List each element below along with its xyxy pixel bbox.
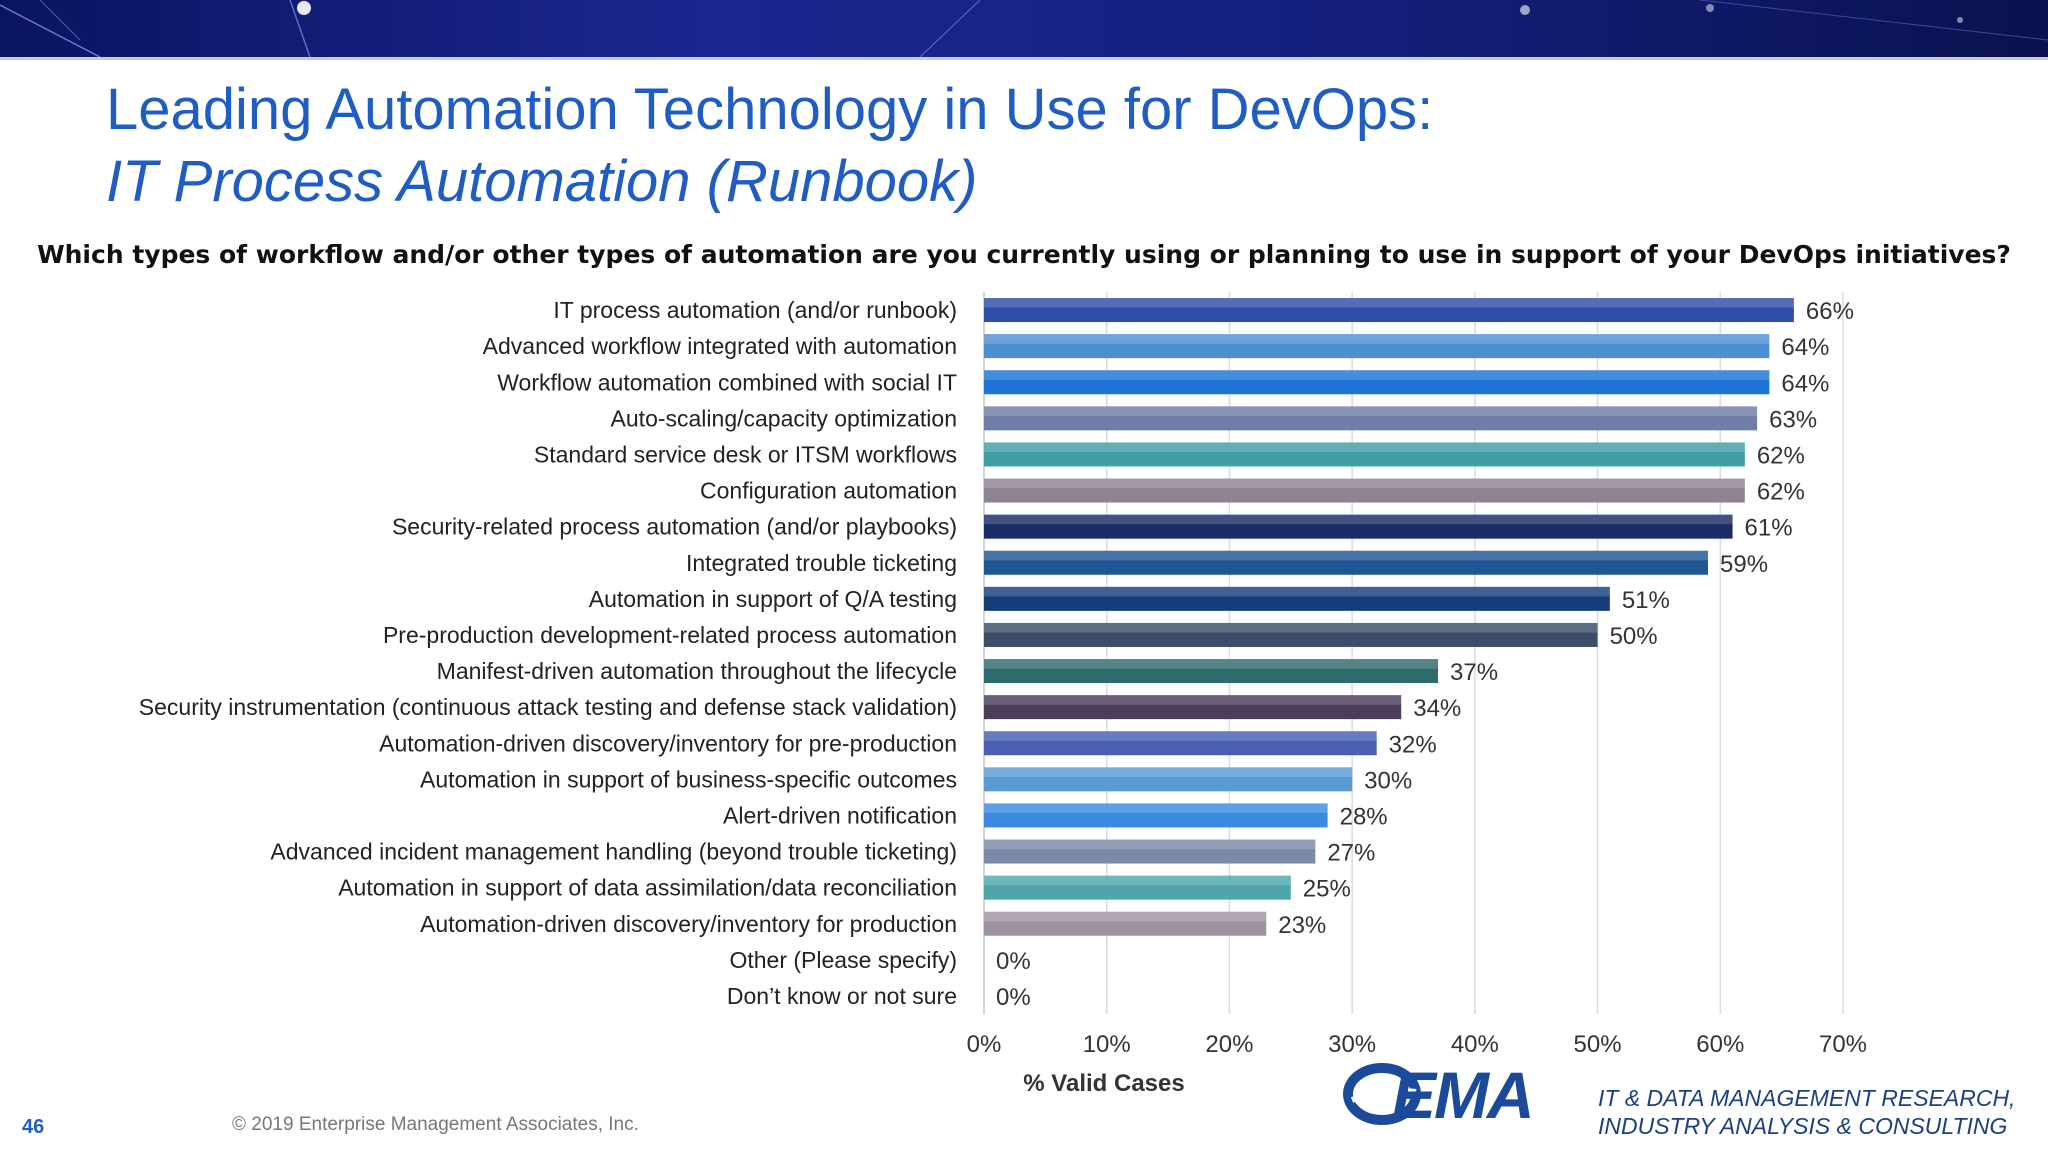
data-label: 0% (996, 984, 1031, 1011)
data-label: 64% (1781, 334, 1829, 361)
bar-highlight (984, 478, 1745, 489)
category-label: Automation in support of business-specif… (420, 766, 957, 792)
data-label: 64% (1781, 370, 1829, 397)
category-label: Workflow automation combined with social… (497, 369, 957, 395)
page-number: 46 (22, 1116, 45, 1138)
data-label: 59% (1720, 551, 1768, 578)
bar (984, 586, 1610, 611)
bar-highlight (984, 514, 1733, 525)
category-label: Security-related process automation (and… (392, 514, 957, 540)
data-label: 62% (1757, 442, 1805, 469)
bar (984, 731, 1377, 756)
slide-title: Leading Automation Technology in Use for… (106, 77, 1434, 142)
bar (984, 514, 1733, 539)
bar (984, 550, 1709, 575)
survey-question: Which types of workflow and/or other typ… (37, 240, 2011, 269)
bar (984, 622, 1598, 647)
bar (984, 875, 1291, 900)
category-label: Automation in support of data assimilati… (338, 875, 957, 901)
bar-highlight (984, 767, 1353, 777)
bar (984, 695, 1402, 720)
network-graphic (0, 0, 2048, 57)
copyright-notice: © 2019 Enterprise Management Associates,… (232, 1114, 639, 1135)
bar (984, 406, 1758, 431)
tagline-line2: INDUSTRY ANALYSIS & CONSULTING (1598, 1113, 2008, 1139)
data-label: 63% (1769, 406, 1817, 433)
category-label: Standard service desk or ITSM workflows (534, 441, 957, 467)
x-tick-label: 40% (1451, 1031, 1499, 1058)
data-label: 32% (1389, 731, 1437, 758)
data-label: 0% (996, 948, 1031, 975)
data-label: 61% (1745, 515, 1793, 542)
bar-highlight (984, 370, 1770, 380)
bar-highlight (984, 911, 1267, 922)
data-label: 51% (1622, 587, 1670, 614)
banner-divider (0, 57, 2048, 60)
bar (984, 442, 1745, 467)
category-label: Advanced incident management handling (b… (270, 839, 957, 865)
category-label: Pre-production development-related proce… (383, 622, 957, 648)
category-label: Automation in support of Q/A testing (589, 586, 957, 612)
bar (984, 659, 1439, 684)
bar (984, 803, 1328, 828)
x-tick-label: 30% (1328, 1031, 1376, 1058)
x-tick-label: 70% (1819, 1031, 1867, 1058)
category-label: Don’t know or not sure (727, 983, 957, 1009)
x-axis-title: % Valid Cases (1023, 1070, 1184, 1097)
bar-highlight (984, 442, 1745, 453)
bar-highlight (984, 334, 1770, 344)
data-label: 34% (1413, 695, 1461, 722)
ema-logo-text: EMA (1392, 1058, 1535, 1132)
bar-highlight (984, 875, 1291, 886)
category-label: Automation-driven discovery/inventory fo… (420, 911, 957, 937)
bar (984, 370, 1770, 395)
x-tick-label: 50% (1574, 1031, 1622, 1058)
ema-logo-swoosh-icon (1343, 1063, 1421, 1125)
data-label: 25% (1303, 876, 1351, 903)
data-label: 37% (1450, 659, 1498, 686)
category-label: IT process automation (and/or runbook) (553, 297, 957, 323)
category-label: Security instrumentation (continuous att… (139, 694, 957, 720)
x-tick-label: 20% (1205, 1031, 1253, 1058)
header-banner (0, 0, 2048, 57)
category-label: Advanced workflow integrated with automa… (483, 333, 957, 359)
category-label: Configuration automation (700, 478, 957, 504)
tagline-line1: IT & DATA MANAGEMENT RESEARCH, (1598, 1085, 2016, 1111)
x-tick-label: 60% (1696, 1031, 1744, 1058)
bar (984, 478, 1745, 503)
bar-highlight (984, 659, 1439, 669)
bar-highlight (984, 731, 1377, 741)
data-label: 28% (1340, 803, 1388, 830)
category-label: Automation-driven discovery/inventory fo… (379, 730, 957, 756)
category-label: Integrated trouble ticketing (686, 550, 957, 576)
bar (984, 298, 1794, 323)
bar-highlight (984, 622, 1598, 633)
category-label: Auto-scaling/capacity optimization (611, 405, 957, 431)
bar (984, 839, 1316, 864)
category-label: Alert-driven notification (723, 802, 957, 828)
slide-subtitle: IT Process Automation (Runbook) (106, 149, 978, 214)
x-tick-label: 10% (1083, 1031, 1131, 1058)
category-label: Other (Please specify) (729, 947, 957, 973)
data-label: 62% (1757, 479, 1805, 506)
data-label: 66% (1806, 298, 1854, 325)
company-tagline: IT & DATA MANAGEMENT RESEARCH, INDUSTRY … (1598, 1084, 2015, 1140)
bar-highlight (984, 298, 1794, 308)
bar-highlight (984, 550, 1709, 561)
bar-highlight (984, 695, 1402, 705)
bar (984, 911, 1267, 936)
bar (984, 334, 1770, 359)
x-tick-label: 0% (967, 1031, 1002, 1058)
bar (984, 767, 1353, 792)
data-label: 23% (1278, 912, 1326, 939)
bar-highlight (984, 803, 1328, 814)
data-label: 50% (1610, 623, 1658, 650)
data-label: 27% (1327, 840, 1375, 867)
category-label: Manifest-driven automation throughout th… (437, 658, 957, 684)
bar-highlight (984, 406, 1758, 416)
bar-highlight (984, 839, 1316, 850)
bar-highlight (984, 586, 1610, 597)
data-label: 30% (1364, 767, 1412, 794)
